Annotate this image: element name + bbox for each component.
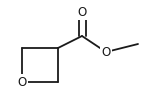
Text: O: O <box>101 45 111 58</box>
Text: O: O <box>17 75 27 88</box>
Text: O: O <box>77 5 87 18</box>
